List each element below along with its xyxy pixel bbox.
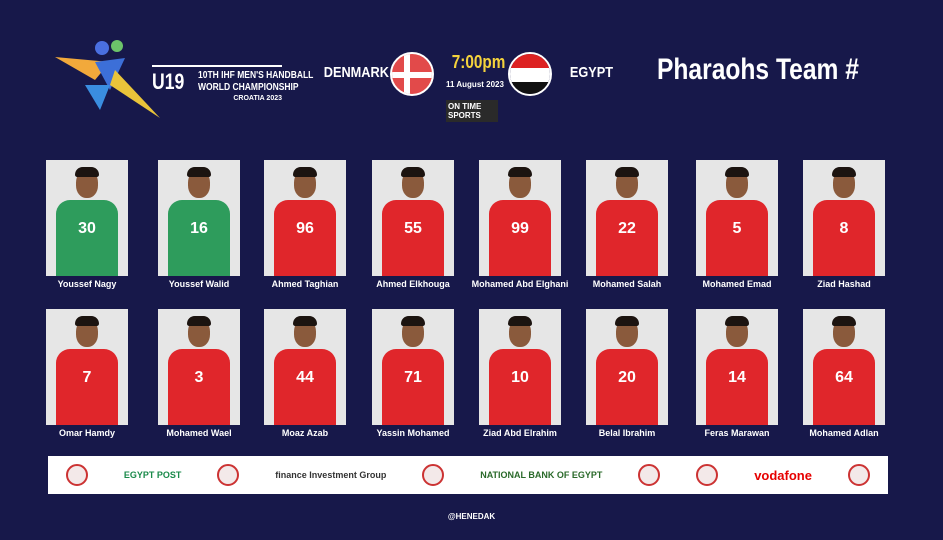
federation-logo-icon <box>217 464 240 486</box>
player-photo: 22 <box>586 160 668 276</box>
player-photo: 30 <box>46 160 128 276</box>
player-photo: 8 <box>803 160 885 276</box>
player-name: Youssef Walid <box>168 279 230 289</box>
sponsor-vodafone: vodafone <box>754 467 812 483</box>
player-name: Belal Ibrahim <box>598 428 656 438</box>
jersey-number: 55 <box>404 220 422 237</box>
player-name: Mohamed Abd Elghani <box>471 279 569 289</box>
broadcaster-logo: ON TIME SPORTS <box>446 100 498 122</box>
player-photo: 16 <box>158 160 240 276</box>
denmark-flag-icon <box>390 52 434 96</box>
player-name: Ahmed Elkhouga <box>376 279 450 289</box>
player-photo: 55 <box>372 160 454 276</box>
jersey-number: 96 <box>296 220 314 237</box>
event-line-3: CROATIA 2023 <box>233 95 282 102</box>
credit-handle: @HENEDAK <box>447 512 496 521</box>
player-name: Feras Marawan <box>704 428 770 438</box>
player-photo: 10 <box>479 309 561 425</box>
player-name: Omar Hamdy <box>58 428 116 438</box>
home-team: DENMARK <box>323 64 389 81</box>
player-name: Mohamed Emad <box>702 279 772 289</box>
jersey-number: 10 <box>511 369 529 386</box>
u19-label: U19 <box>152 69 185 94</box>
player-name: Ziad Abd Elrahim <box>483 428 557 438</box>
sponsor-nbe: NATIONAL BANK OF EGYPT <box>480 470 603 480</box>
match-time: 7:00pm <box>451 52 506 72</box>
jersey-number: 3 <box>194 369 204 386</box>
jersey-number: 8 <box>839 220 849 237</box>
jersey-number: 44 <box>296 369 314 386</box>
jersey-number: 30 <box>78 220 96 237</box>
away-team: EGYPT <box>569 64 614 81</box>
player-name: Mohamed Salah <box>592 279 662 289</box>
player-name: Moaz Azab <box>281 428 329 438</box>
player-photo: 3 <box>158 309 240 425</box>
federation-logo-icon <box>638 464 661 486</box>
player-name: Youssef Nagy <box>57 279 117 289</box>
federation-logo-icon <box>696 464 719 486</box>
event-title: U19 10TH IHF MEN'S HANDBALL WORLD CHAMPI… <box>152 63 314 102</box>
player-name: Ahmed Taghian <box>271 279 339 289</box>
jersey-number: 22 <box>618 220 636 237</box>
jersey-number: 14 <box>728 369 746 386</box>
event-line-1: 10TH IHF MEN'S HANDBALL <box>198 70 314 81</box>
jersey-number: 7 <box>82 369 92 386</box>
player-photo: 44 <box>264 309 346 425</box>
match-date: 11 August 2023 <box>446 80 504 89</box>
sponsor-bar: EGYPT POST finance Investment Group NATI… <box>48 456 888 494</box>
player-photo: 64 <box>803 309 885 425</box>
jersey-number: 99 <box>511 220 529 237</box>
player-name: Ziad Hashad <box>817 279 871 289</box>
federation-logo-icon <box>422 464 445 486</box>
jersey-number: 64 <box>835 369 853 386</box>
player-name: Mohamed Wael <box>166 428 232 438</box>
player-photo: 99 <box>479 160 561 276</box>
player-name: Yassin Mohamed <box>376 428 450 438</box>
sponsor-finance-group: finance Investment Group <box>275 470 387 480</box>
player-photo: 20 <box>586 309 668 425</box>
jersey-number: 20 <box>618 369 636 386</box>
player-photo: 96 <box>264 160 346 276</box>
jersey-number: 5 <box>732 220 742 237</box>
player-photo: 7 <box>46 309 128 425</box>
player-photo: 71 <box>372 309 454 425</box>
championship-logo <box>55 40 160 118</box>
federation-logo-icon <box>847 464 870 486</box>
sponsor-egypt-post: EGYPT POST <box>123 470 182 480</box>
jersey-number: 71 <box>404 369 422 386</box>
player-photo: 14 <box>696 309 778 425</box>
jersey-number: 16 <box>190 220 208 237</box>
federation-logo-icon <box>65 464 88 486</box>
page-title: Pharaohs Team # <box>657 53 859 86</box>
egypt-flag-icon <box>508 52 552 96</box>
player-name: Mohamed Adlan <box>809 428 879 438</box>
event-line-2: WORLD CHAMPIONSHIP <box>198 82 299 93</box>
player-photo: 5 <box>696 160 778 276</box>
